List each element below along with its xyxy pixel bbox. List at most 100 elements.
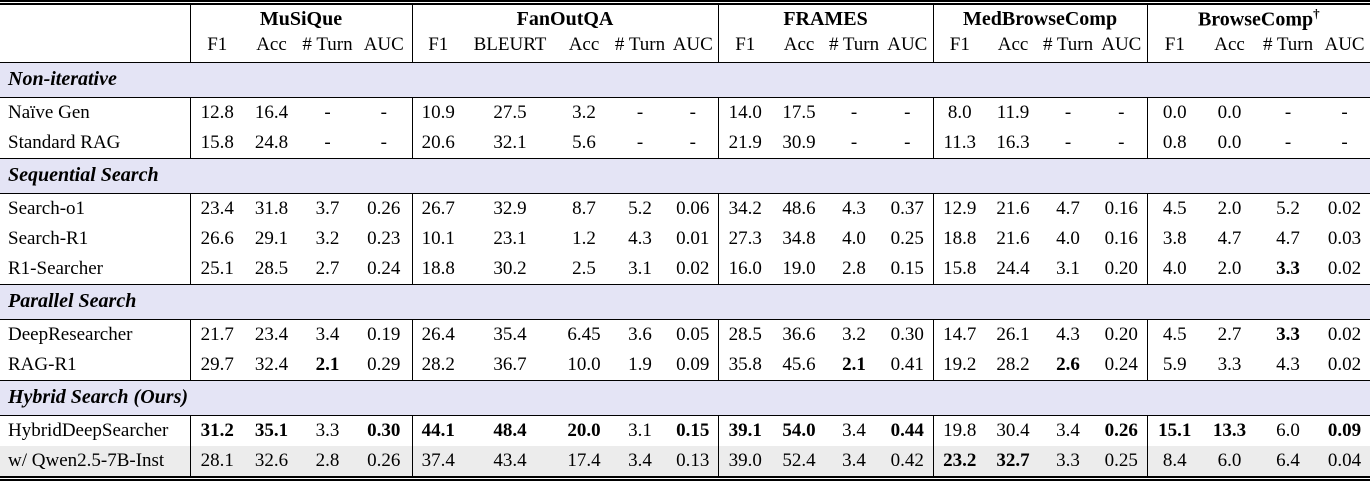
metric-value: 19.2	[932, 350, 987, 381]
metric-value: 0.26	[367, 198, 401, 220]
metric-value: 44.1	[411, 415, 464, 446]
metric-value: -	[324, 132, 331, 154]
metric-value: 16.4	[254, 102, 289, 124]
metric-value: 6.0	[1276, 420, 1300, 442]
table-header: MuSiQue FanOutQA FRAMES MedBrowseComp Browse…	[0, 2, 1370, 63]
benchmark-group-header: MedBrowseComp	[932, 2, 1148, 33]
metric-value: 0.02	[1327, 324, 1362, 346]
section-header: Non-iterative	[0, 62, 1370, 98]
metric-value: 0.30	[890, 324, 924, 346]
metric-value: 0.15	[676, 420, 710, 442]
metric-value: 3.4	[612, 446, 668, 479]
table-row: Standard RAG 15.8 24.8- -20.6 32.1 5.6- -21.9 3…	[0, 128, 1370, 159]
metric-value: 0.25	[1096, 446, 1148, 479]
metric-value: 2.8	[299, 446, 356, 479]
method-name: Naïve Gen	[8, 102, 90, 124]
metric-value: 23.4	[189, 193, 244, 224]
metric-value: 23.2	[932, 446, 987, 479]
metric-value: 6.45	[567, 324, 601, 346]
metric-value: 0.29	[367, 354, 401, 376]
metric-column-header: AUC	[1101, 34, 1142, 55]
metric-column-header: F1	[189, 33, 244, 63]
metric-value: 19.0	[782, 258, 816, 280]
metric-value: 37.4	[411, 446, 464, 479]
table-row: HybridDeepSearcher 31.2 35.1 3.3 0.30 44.1 48.…	[0, 415, 1370, 446]
metric-value: 3.1	[1056, 258, 1080, 280]
table-row: R1-Searcher 25.1 28.5 2.7 0.24 18.8 30.2 2.5 3.1…	[0, 254, 1370, 285]
metric-value: 31.8	[254, 198, 289, 220]
metric-value: 1.2	[572, 228, 596, 250]
benchmark-group-header: MuSiQue	[189, 2, 412, 33]
metric-value: 24.8	[254, 132, 289, 154]
metric-value: 3.7	[315, 198, 340, 220]
metric-value: 3.4	[315, 324, 340, 346]
metric-value: 31.2	[189, 415, 244, 446]
metric-value: 34.8	[782, 228, 816, 250]
metric-value: 36.7	[493, 354, 527, 376]
metric-value: 21.7	[189, 319, 244, 350]
metric-value: 35.4	[493, 324, 527, 346]
metric-value: 21.9	[717, 128, 773, 159]
section-header: Parallel Search	[0, 284, 1370, 320]
table-row: Search-o1 23.4 31.8 3.7 0.26 26.7 32.9 8.7 5.2 0.…	[0, 193, 1370, 224]
metric-value: 10.9	[411, 97, 464, 128]
metric-value: 3.3	[1276, 324, 1300, 346]
metric-value: 3.2	[572, 102, 596, 124]
metric-column-header: Acc	[1214, 34, 1245, 55]
metric-value: 8.4	[1146, 446, 1203, 479]
metric-value: 2.7	[1217, 324, 1242, 346]
metric-value: 3.4	[1056, 420, 1080, 442]
metric-value: 2.5	[572, 258, 596, 280]
metric-value: 8.7	[572, 198, 596, 220]
metric-value: 19.8	[932, 415, 987, 446]
metric-value: 17.5	[782, 102, 816, 124]
metric-column-header: # Turn	[302, 34, 353, 55]
metric-value: 0.44	[890, 420, 924, 442]
metric-value: 0.04	[1319, 446, 1370, 479]
metric-column-header: # Turn	[1262, 34, 1314, 55]
metric-value: 30.2	[493, 258, 527, 280]
metric-column-header: Acc	[568, 34, 600, 55]
table-body: Non-iterative Naïve Gen 12.8 16.4 - - 10.9 27.5…	[0, 62, 1370, 479]
metric-value: 5.2	[1276, 198, 1300, 220]
metric-value: -	[380, 102, 387, 124]
method-name: Search-o1	[8, 198, 86, 220]
metric-value: 32.1	[493, 132, 527, 154]
metric-column-header: Acc	[783, 34, 815, 55]
method-name: Standard RAG	[8, 132, 121, 154]
method-name: RAG-R1	[8, 354, 77, 376]
table-row: Naïve Gen 12.8 16.4- -10.9 27.5 3.2- -14.0 17.5…	[0, 97, 1370, 128]
metric-value: 2.0	[1217, 198, 1242, 220]
metric-value: 0.15	[890, 258, 924, 280]
metric-value: -	[1064, 102, 1072, 124]
metric-column-header: AUC	[1324, 34, 1365, 55]
metric-value: 26.1	[996, 324, 1030, 346]
metric-value: 0.09	[676, 354, 710, 376]
method-column-corner	[0, 3, 190, 63]
metric-value: 3.3	[315, 420, 340, 442]
metric-value: 3.8	[1146, 224, 1203, 254]
metric-value: 0.05	[676, 324, 710, 346]
metric-value: 16.0	[717, 254, 773, 285]
metric-value: 0.26	[356, 446, 412, 479]
metric-value: 34.2	[717, 193, 773, 224]
metric-value: 23.4	[254, 324, 289, 346]
metric-value: 3.4	[826, 446, 883, 479]
table-row: DeepResearcher 21.7 23.4 3.4 0.19 26.4 35.4 6.4…	[0, 319, 1370, 350]
metric-value: 29.7	[189, 350, 244, 381]
metric-column-header: AUC	[672, 34, 713, 55]
metric-value: 15.8	[189, 128, 244, 159]
metric-value: 39.1	[717, 415, 773, 446]
metric-value: 0.23	[367, 228, 401, 250]
metric-value: 14.0	[717, 97, 773, 128]
metric-value: 0.20	[1104, 258, 1138, 280]
metric-value: 32.7	[986, 446, 1041, 479]
metric-value: 4.7	[1276, 228, 1300, 250]
section-header: Sequential Search	[0, 158, 1370, 194]
metric-value: 11.3	[932, 128, 987, 159]
metric-column-header: Acc	[256, 34, 287, 55]
metric-value: 6.0	[1202, 446, 1258, 479]
metric-value: 48.4	[493, 420, 527, 442]
metric-value: 0.03	[1327, 228, 1362, 250]
metric-value: 35.1	[254, 420, 289, 442]
